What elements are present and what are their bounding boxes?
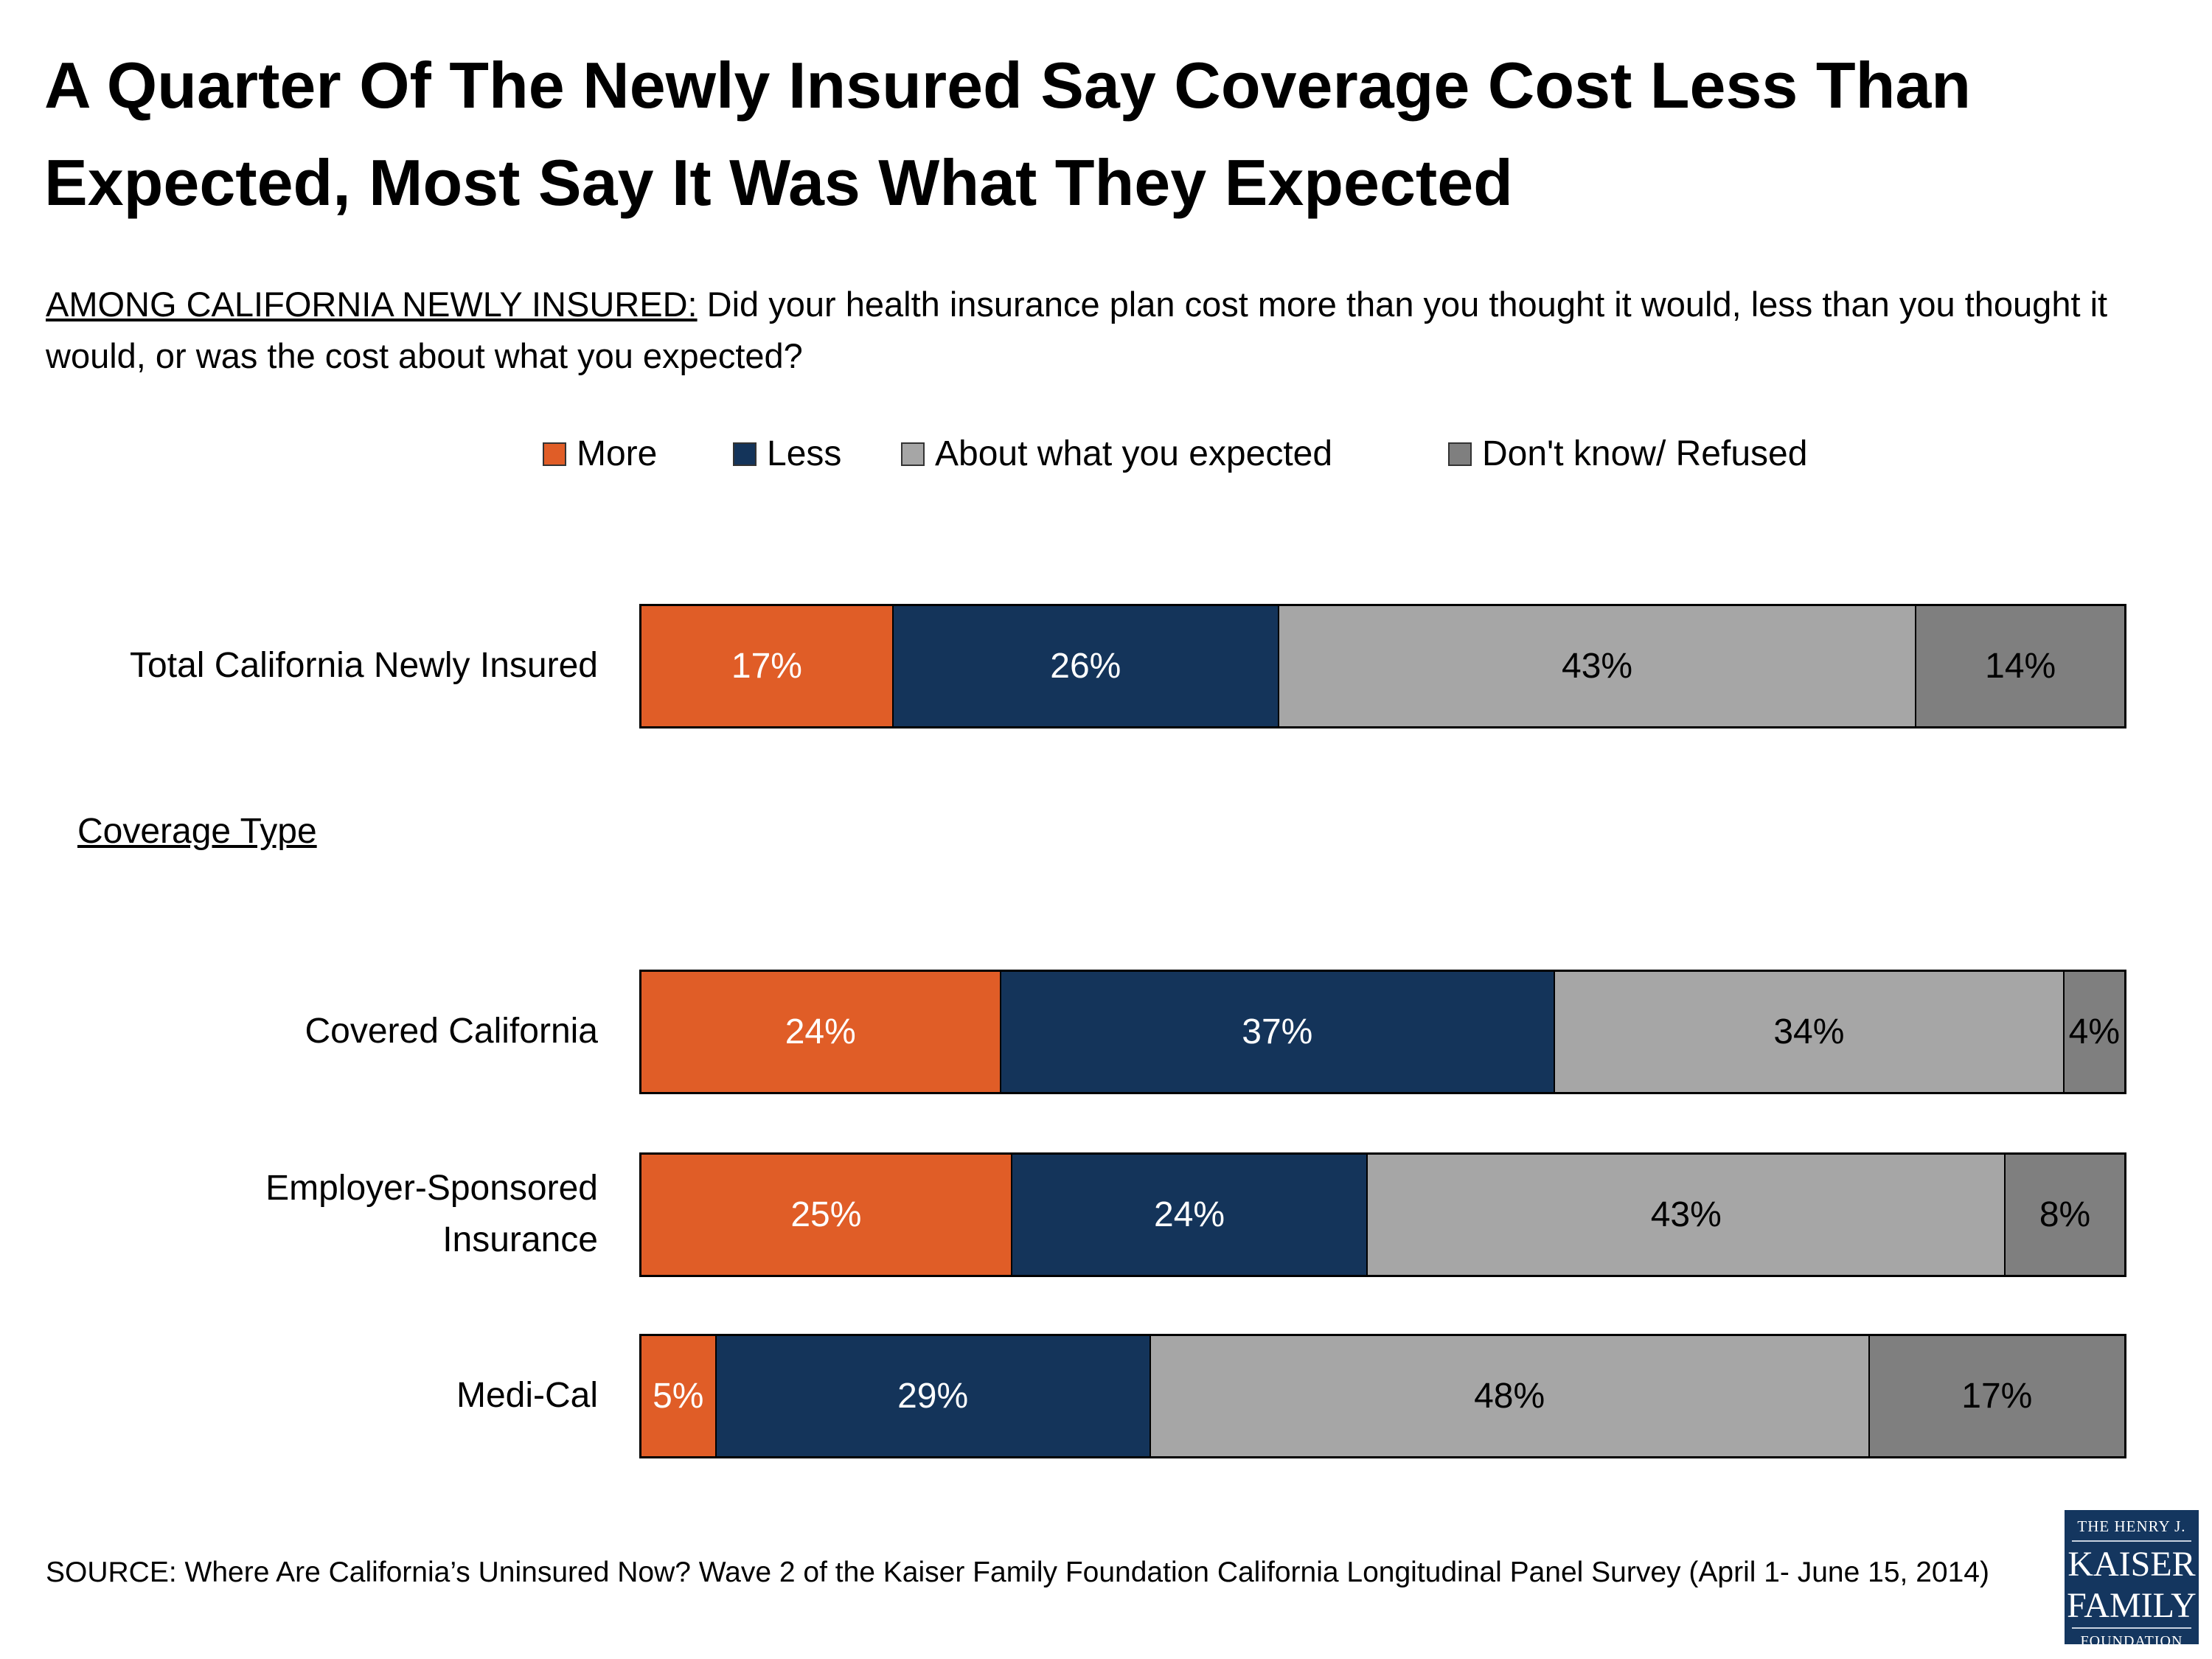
data-label: 43% [1562,647,1633,686]
data-label: 29% [897,1377,969,1416]
subtitle-prefix: AMONG CALIFORNIA NEWLY INSURED: [46,285,698,324]
legend-label: More [577,434,658,473]
category-label: Employer-Sponsored Insurance [265,1169,598,1259]
bar-segment: 17% [641,606,894,726]
legend-label: Less [767,434,842,473]
bar-segment: 48% [1150,1336,1870,1456]
logo-line: FOUNDATION [2072,1627,2191,1650]
bar-row: 5% 29% 48% 17% [639,1334,2126,1458]
data-label: 37% [1242,1012,1313,1051]
data-label: 34% [1773,1012,1845,1051]
chart-title: A Quarter Of The Newly Insured Say Cover… [44,49,1972,219]
logo-line: FAMILY [2067,1586,2197,1625]
legend-item: About what you expected [901,434,1332,474]
data-label: 43% [1650,1195,1722,1234]
bar-segment: 43% [1279,606,1917,726]
legend-swatch [1448,442,1472,466]
subtitle-question: Did your health insurance plan cost more… [46,285,2108,375]
data-label: 5% [653,1377,704,1416]
legend: More Less About what you expected Don't kno… [0,434,2212,481]
legend-label: Don't know/ Refused [1482,434,1808,473]
data-label: 24% [1154,1195,1225,1234]
bar-segment: 43% [1368,1155,2006,1275]
data-label: 17% [731,647,802,686]
category-label: Total California Newly Insured [130,646,598,685]
legend-item: More [543,434,657,474]
data-label: 24% [785,1012,856,1051]
legend-item: Don't know/ Refused [1448,434,1807,474]
bar-segment: 24% [1012,1155,1368,1275]
bar-segment: 5% [641,1336,717,1456]
category-label: Covered California [305,1012,598,1051]
bar-segment: 8% [2006,1155,2124,1275]
logo-line: KAISER [2067,1545,2196,1584]
legend-swatch [901,442,925,466]
category-label: Medi-Cal [456,1376,598,1415]
bar-segment: 34% [1555,972,2065,1092]
bar-segment: 24% [641,972,1001,1092]
bar-segment: 26% [893,606,1279,726]
legend-swatch [733,442,757,466]
bar-segment: 29% [716,1336,1151,1456]
bar-row: 17% 26% 43% 14% [639,604,2126,728]
bar-row: 24% 37% 34% 4% [639,970,2126,1094]
data-label: 25% [790,1195,862,1234]
data-label: 8% [2039,1195,2091,1234]
data-label: 17% [1961,1377,2033,1416]
logo-line: THE HENRY J. [2072,1517,2191,1542]
legend-item: Less [733,434,841,474]
bar-segment: 4% [2064,972,2124,1092]
chart-subtitle: AMONG CALIFORNIA NEWLY INSURED: Did your… [46,279,2184,382]
data-label: 14% [1985,647,2056,686]
data-label: 4% [2068,1012,2121,1051]
bar-segment: 25% [641,1155,1012,1275]
bar-segment: 17% [1869,1336,2124,1456]
data-label: 48% [1474,1377,1545,1416]
source-note: SOURCE: Where Are California’s Uninsured… [46,1557,1989,1588]
data-label: 26% [1050,647,1121,686]
bar-segment: 37% [1001,972,1556,1092]
legend-swatch [543,442,566,466]
kaiser-family-foundation-logo: THE HENRY J. KAISER FAMILY FOUNDATION [2065,1510,2199,1649]
bar-segment: 14% [1916,606,2124,726]
bar-row: 25% 24% 43% 8% [639,1152,2126,1277]
section-label-coverage-type: Coverage Type [77,812,317,851]
legend-label: About what you expected [935,434,1333,473]
